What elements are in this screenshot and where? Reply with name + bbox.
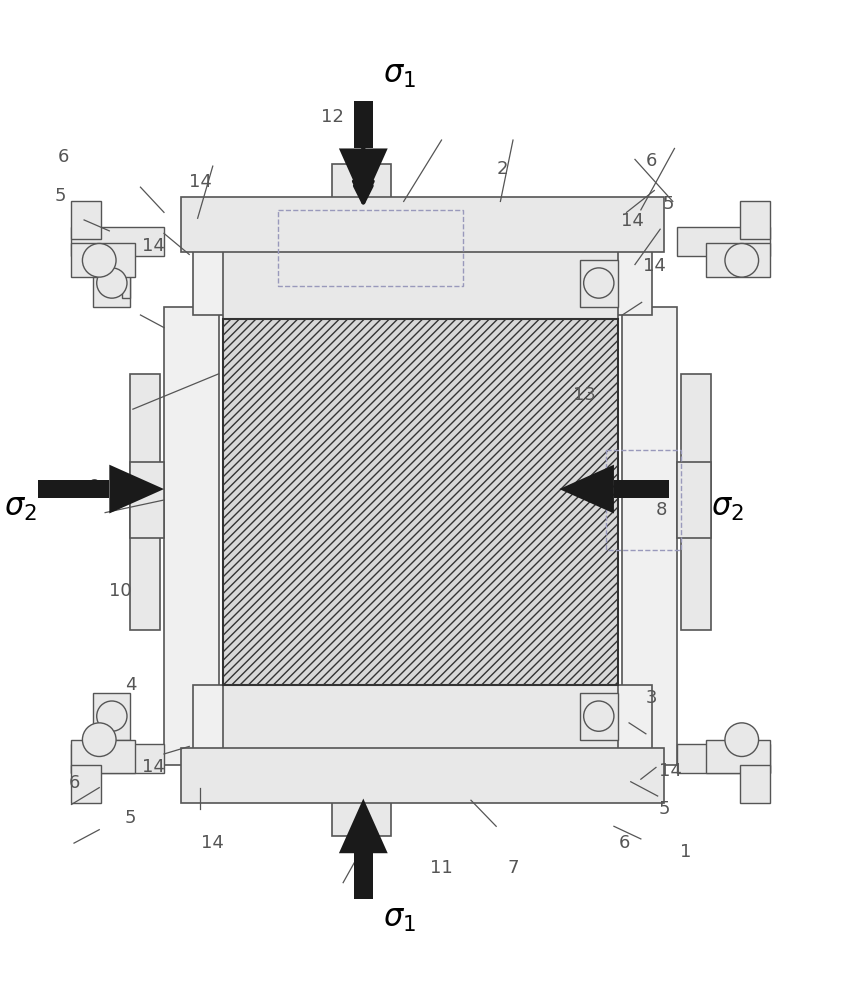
Text: 1: 1	[680, 843, 691, 861]
Bar	[38, 480, 109, 498]
Circle shape	[725, 723, 759, 757]
Text: 11: 11	[430, 859, 453, 877]
Bar	[681, 374, 711, 630]
Bar	[193, 214, 652, 315]
Circle shape	[82, 723, 116, 757]
Text: 14: 14	[659, 762, 682, 780]
Text: 10: 10	[109, 582, 131, 600]
Bar	[71, 740, 135, 773]
Bar	[93, 693, 130, 740]
Circle shape	[97, 268, 127, 298]
Bar	[740, 201, 770, 239]
Bar	[622, 307, 677, 765]
Bar	[71, 201, 101, 239]
Text: 6: 6	[57, 148, 69, 166]
Bar	[677, 462, 711, 538]
Text: 5: 5	[663, 195, 674, 213]
Bar	[223, 319, 618, 685]
Text: 5: 5	[55, 187, 66, 205]
Bar	[332, 782, 391, 836]
Text: 14: 14	[188, 173, 212, 191]
Bar	[181, 748, 664, 803]
Bar	[278, 210, 463, 286]
Polygon shape	[339, 799, 388, 853]
Circle shape	[584, 268, 614, 298]
Text: $\sigma_2$: $\sigma_2$	[711, 494, 743, 523]
Bar	[71, 744, 164, 773]
Circle shape	[584, 701, 614, 731]
Bar	[223, 685, 618, 761]
Bar	[122, 269, 130, 298]
Text: 7: 7	[507, 859, 519, 877]
Text: 9: 9	[88, 478, 100, 496]
Text: 14: 14	[621, 212, 644, 230]
Text: 5: 5	[659, 800, 670, 818]
Bar	[354, 101, 373, 148]
Bar	[606, 450, 681, 550]
Bar	[181, 197, 664, 252]
Bar	[189, 218, 652, 248]
Polygon shape	[339, 148, 388, 203]
Bar	[677, 227, 770, 256]
Bar	[706, 740, 770, 773]
Text: 14: 14	[142, 758, 166, 776]
Bar	[71, 227, 164, 256]
Bar	[193, 685, 652, 786]
Bar	[223, 243, 618, 319]
Bar	[71, 243, 135, 277]
Bar	[706, 243, 770, 277]
Bar	[740, 765, 770, 803]
Bar	[677, 744, 770, 773]
Text: 14: 14	[142, 237, 166, 255]
Circle shape	[82, 243, 116, 277]
Text: 3: 3	[646, 689, 658, 707]
Text: $\sigma_1$: $\sigma_1$	[383, 61, 415, 90]
Text: 13: 13	[573, 386, 596, 404]
Bar	[71, 765, 101, 803]
Bar	[354, 853, 373, 899]
Text: $\sigma_2$: $\sigma_2$	[4, 494, 37, 523]
Bar	[130, 374, 160, 630]
Text: 6: 6	[619, 834, 631, 852]
Text: 5: 5	[124, 809, 136, 827]
Text: 2: 2	[496, 160, 508, 178]
Text: 6: 6	[646, 152, 658, 170]
Bar	[93, 260, 130, 307]
Circle shape	[97, 701, 127, 731]
Text: 14: 14	[201, 834, 225, 852]
Bar	[164, 307, 219, 765]
Text: 14: 14	[643, 257, 666, 275]
Text: 4: 4	[124, 676, 136, 694]
Text: 8: 8	[655, 501, 667, 519]
Polygon shape	[109, 465, 164, 513]
Polygon shape	[559, 465, 614, 513]
Bar	[580, 693, 618, 740]
Text: $\sigma_1$: $\sigma_1$	[383, 905, 415, 934]
Bar	[614, 480, 669, 498]
Circle shape	[725, 243, 759, 277]
Bar	[332, 164, 391, 218]
Bar	[580, 260, 618, 307]
Text: 12: 12	[320, 108, 344, 126]
Bar	[130, 462, 164, 538]
Text: 6: 6	[68, 774, 80, 792]
